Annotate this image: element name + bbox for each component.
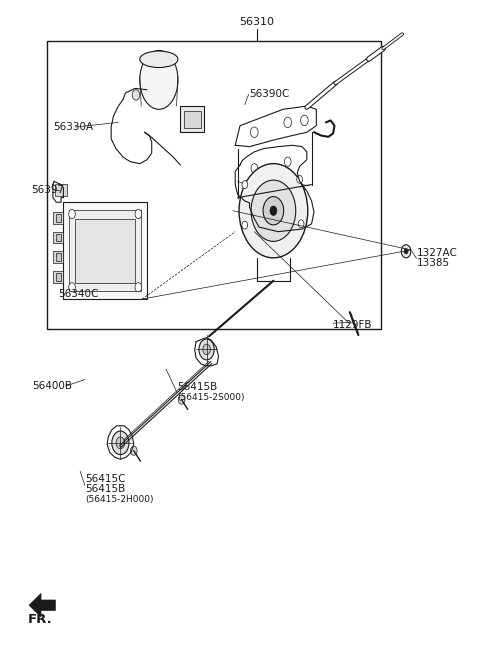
Circle shape [131, 446, 137, 455]
Bar [63, 202, 147, 299]
Text: FR.: FR. [28, 613, 52, 626]
Circle shape [242, 221, 248, 229]
Circle shape [251, 180, 296, 241]
Bar [47, 41, 381, 328]
Circle shape [132, 90, 140, 100]
Polygon shape [29, 593, 55, 617]
Text: 56310: 56310 [239, 17, 274, 28]
Circle shape [404, 249, 408, 254]
Circle shape [284, 117, 291, 127]
Circle shape [297, 175, 302, 183]
Text: 56415B: 56415B [177, 382, 217, 392]
Bar [56, 273, 61, 281]
Circle shape [239, 164, 308, 258]
Circle shape [270, 206, 277, 215]
Text: 13385: 13385 [417, 258, 450, 268]
Circle shape [251, 127, 258, 137]
Circle shape [203, 344, 210, 355]
Bar [184, 110, 201, 127]
Text: 56390C: 56390C [250, 89, 290, 99]
Circle shape [135, 210, 142, 219]
Bar [75, 219, 135, 283]
Text: 1327AC: 1327AC [417, 248, 457, 258]
Text: 56340C: 56340C [58, 289, 98, 299]
Text: 56397: 56397 [32, 185, 65, 195]
Circle shape [284, 157, 291, 166]
Text: 56400B: 56400B [33, 381, 72, 391]
Bar [180, 106, 204, 132]
Circle shape [300, 115, 308, 125]
Circle shape [284, 177, 291, 187]
Circle shape [401, 245, 411, 258]
Circle shape [242, 181, 248, 189]
Text: 1129FB: 1129FB [333, 319, 372, 330]
Bar [69, 210, 141, 291]
Circle shape [298, 220, 304, 228]
Bar [56, 253, 61, 261]
Text: 56330A: 56330A [53, 122, 93, 132]
Circle shape [251, 164, 258, 173]
Bar [53, 271, 63, 283]
Text: 56415B: 56415B [85, 484, 125, 495]
Bar [55, 184, 67, 196]
Circle shape [251, 183, 258, 193]
Text: 56415C: 56415C [85, 474, 125, 484]
Text: (56415-2S000): (56415-2S000) [177, 394, 244, 402]
Circle shape [199, 339, 214, 360]
Circle shape [135, 283, 142, 292]
Bar [53, 232, 63, 244]
Bar [56, 234, 61, 242]
Bar [56, 214, 61, 222]
Ellipse shape [140, 51, 178, 68]
Circle shape [69, 283, 75, 292]
Text: (56415-2H000): (56415-2H000) [85, 495, 154, 505]
Bar [53, 251, 63, 263]
Circle shape [263, 196, 284, 225]
Circle shape [112, 431, 129, 455]
Circle shape [116, 437, 125, 449]
Ellipse shape [140, 51, 178, 109]
Circle shape [178, 395, 185, 404]
Bar [53, 212, 63, 224]
Circle shape [69, 210, 75, 219]
